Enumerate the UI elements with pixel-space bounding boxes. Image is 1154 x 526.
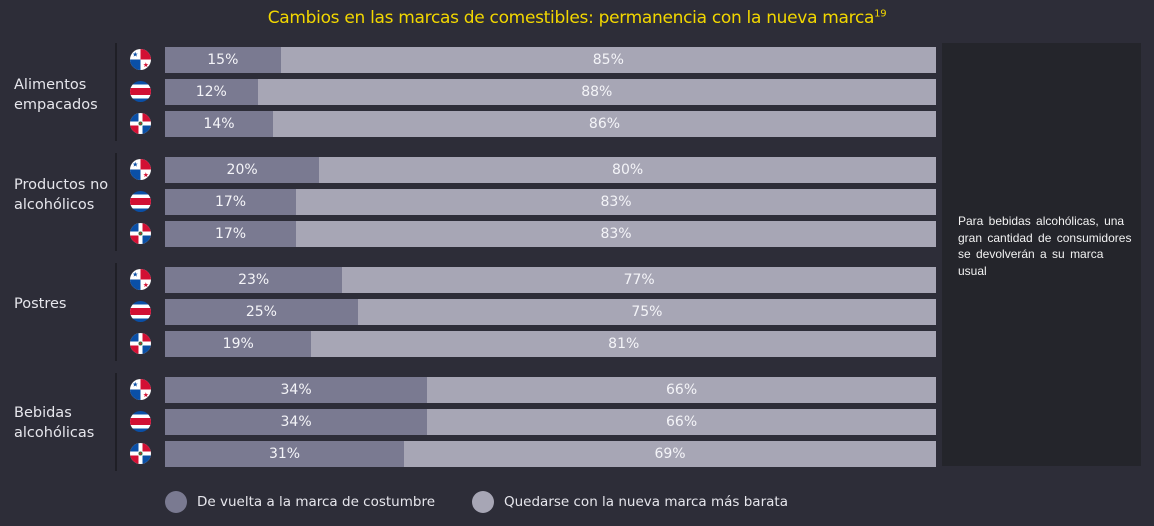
group-label: Bebidas alcohólicas — [14, 405, 95, 441]
side-note-text: Para bebidas alcohólicas, una gran canti… — [958, 214, 1132, 278]
data-label-stay: 66% — [666, 382, 698, 398]
bar-segment-return: 34% — [165, 377, 428, 403]
bar-segment-stay: 85% — [280, 47, 936, 73]
bar-segment-return: 20% — [165, 157, 320, 183]
dominican-republic-flag-icon — [130, 443, 151, 464]
bar-segment-return: 17% — [165, 221, 297, 247]
bar-segment-return: 25% — [165, 299, 358, 325]
data-label-return: 14% — [203, 116, 235, 132]
data-label-stay: 88% — [581, 84, 613, 100]
dominican-republic-flag-icon — [130, 223, 151, 244]
panama-flag-icon — [130, 269, 151, 290]
group-divider — [115, 153, 117, 251]
group-label: Productos no alcohólicos — [14, 177, 109, 213]
dominican-republic-flag-icon — [130, 333, 151, 354]
data-label-stay: 83% — [600, 226, 632, 242]
bar-segment-stay: 83% — [296, 189, 936, 215]
data-label-stay: 86% — [588, 116, 621, 132]
data-label-stay: 77% — [623, 272, 655, 288]
panama-flag-icon — [130, 159, 151, 180]
bar-segment-stay: 75% — [357, 299, 936, 325]
data-label-stay: 85% — [592, 52, 624, 68]
legend-item-stay: Quedarse con la nueva marca más barata — [472, 491, 788, 513]
bar-segment-return: 31% — [165, 441, 404, 467]
data-label-return: 15% — [207, 52, 239, 68]
bar-row: 12% 88% — [165, 79, 936, 105]
costa-rica-flag-icon — [130, 81, 151, 102]
legend-label-return: De vuelta a la marca de costumbre — [197, 494, 436, 510]
panama-flag-icon — [130, 49, 151, 70]
bar-segment-stay: 83% — [296, 221, 936, 247]
chart-title: Cambios en las marcas de comestibles: pe… — [0, 8, 1154, 28]
bar-segment-return: 19% — [165, 331, 312, 357]
data-label-return: 20% — [226, 162, 258, 178]
footnote-ref: 19 — [874, 8, 887, 20]
bar-segment-return: 12% — [165, 79, 258, 105]
data-label-stay: 75% — [631, 304, 663, 320]
bar-segment-return: 14% — [165, 111, 273, 137]
bar-segment-stay: 86% — [272, 111, 936, 137]
bar-row: 15% 85% — [165, 47, 936, 73]
group-label: Postres — [14, 296, 67, 312]
dominican-republic-flag-icon — [130, 113, 151, 134]
bar-segment-stay: 88% — [257, 79, 936, 105]
panama-flag-icon — [130, 379, 151, 400]
bar-row: 25% 75% — [165, 299, 936, 325]
bar-segment-stay: 66% — [427, 377, 936, 403]
bar-segment-stay: 69% — [404, 441, 936, 467]
bar-row: 34% 66% — [165, 377, 936, 403]
legend-label-stay: Quedarse con la nueva marca más barata — [504, 494, 788, 510]
bar-segment-return: 15% — [165, 47, 281, 73]
data-label-stay: 81% — [608, 336, 640, 352]
data-label-stay: 69% — [654, 446, 686, 462]
data-label-return: 17% — [214, 194, 247, 210]
data-label-return: 19% — [222, 336, 254, 352]
data-label-return: 17% — [214, 226, 247, 242]
bar-row: 14% 86% — [165, 111, 936, 137]
data-label-return: 34% — [280, 414, 312, 430]
bar-row: 34% 66% — [165, 409, 936, 435]
data-label-return: 23% — [238, 272, 270, 288]
group-divider — [115, 373, 117, 471]
legend-item-return: De vuelta a la marca de costumbre — [165, 491, 435, 513]
group-label: Alimentos empacados — [14, 77, 98, 113]
data-label-stay: 80% — [612, 162, 644, 178]
side-note-panel: Para bebidas alcohólicas, una gran canti… — [942, 43, 1141, 466]
chart-title-text: Cambios en las marcas de comestibles: pe… — [267, 8, 875, 28]
bar-segment-stay: 81% — [311, 331, 936, 357]
bar-segment-return: 23% — [165, 267, 343, 293]
data-label-return: 12% — [195, 84, 227, 100]
group-divider — [115, 263, 117, 361]
bar-row: 17% 83% — [165, 221, 936, 247]
data-label-return: 25% — [245, 304, 277, 320]
bar-row: 20% 80% — [165, 157, 936, 183]
costa-rica-flag-icon — [130, 301, 151, 322]
bar-segment-stay: 66% — [427, 409, 936, 435]
bar-row: 23% 77% — [165, 267, 936, 293]
bar-row: 31% 69% — [165, 441, 936, 467]
bar-segment-stay: 77% — [342, 267, 936, 293]
data-label-stay: 66% — [666, 414, 698, 430]
bar-segment-stay: 80% — [319, 157, 936, 183]
bar-row: 17% 83% — [165, 189, 936, 215]
bar-segment-return: 17% — [165, 189, 297, 215]
data-label-stay: 83% — [600, 194, 632, 210]
legend-swatch-return — [165, 491, 187, 513]
data-label-return: 31% — [268, 446, 301, 462]
costa-rica-flag-icon — [130, 191, 151, 212]
bar-row: 19% 81% — [165, 331, 936, 357]
group-divider — [115, 43, 117, 141]
bar-segment-return: 34% — [165, 409, 428, 435]
legend-swatch-stay — [472, 491, 494, 513]
costa-rica-flag-icon — [130, 411, 151, 432]
data-label-return: 34% — [280, 382, 312, 398]
